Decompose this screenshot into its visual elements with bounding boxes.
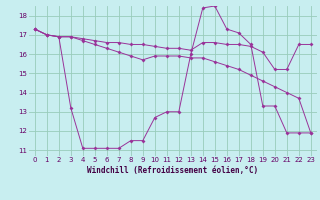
X-axis label: Windchill (Refroidissement éolien,°C): Windchill (Refroidissement éolien,°C): [87, 166, 258, 175]
